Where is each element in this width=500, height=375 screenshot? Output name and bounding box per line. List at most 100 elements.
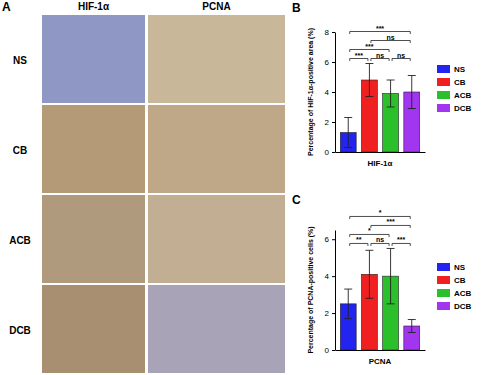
y-tick: 0 xyxy=(325,346,335,355)
y-tick-mark xyxy=(332,122,335,123)
y-tick-label: 0 xyxy=(325,346,330,355)
chart-panel: C 0 2 4 6 PCNA Percentage of PCNA-positive cel… xyxy=(292,193,472,366)
y-tick-label: 2 xyxy=(325,118,330,127)
plot-area xyxy=(340,64,419,153)
panel-label: A xyxy=(2,0,11,14)
legend-label: NS xyxy=(454,263,466,272)
y-axis: 0 2 4 6 8 xyxy=(325,28,336,157)
figure: AHIF-1αPCNANSCBACBDCBB02468HIF-1αPercent… xyxy=(0,0,500,375)
legend-label: CB xyxy=(454,78,466,87)
significance-bracket xyxy=(371,41,410,44)
error-bar xyxy=(387,248,395,303)
micrograph xyxy=(148,285,285,373)
significance-label: ns xyxy=(376,52,384,59)
legend-swatch xyxy=(437,65,450,73)
y-tick-mark xyxy=(332,350,335,351)
legend-label: DCB xyxy=(454,104,472,113)
column-header: PCNA xyxy=(202,1,230,12)
legend-label: CB xyxy=(454,276,466,285)
significance-bracket xyxy=(392,59,410,62)
y-tick-mark xyxy=(332,276,335,277)
y-tick-mark xyxy=(332,32,335,33)
y-tick-mark xyxy=(332,92,335,93)
row-header: ACB xyxy=(9,235,31,246)
error-bar xyxy=(408,76,416,109)
legend-swatch xyxy=(437,263,450,271)
row-header: CB xyxy=(13,145,27,156)
significance-bracket xyxy=(350,50,389,53)
y-axis-title: Percentage of PCNA-positive cells (%) xyxy=(307,226,315,353)
legend-label: NS xyxy=(454,65,466,74)
legend-label: ACB xyxy=(454,91,472,100)
row-header: DCB xyxy=(9,325,31,336)
significance-bracket xyxy=(350,59,368,62)
micrograph xyxy=(42,285,145,373)
y-tick: 2 xyxy=(325,118,335,127)
panel-label: C xyxy=(292,193,301,207)
legend-label: DCB xyxy=(454,302,472,311)
x-axis xyxy=(336,152,426,153)
y-tick-label: 2 xyxy=(325,309,330,318)
plot-area xyxy=(340,248,419,350)
x-axis-title: PCNA xyxy=(369,357,392,366)
error-bar xyxy=(365,64,373,97)
x-axis-line xyxy=(336,350,426,351)
panel-a: AHIF-1αPCNANSCBACBDCB xyxy=(2,0,285,373)
y-tick-label: 4 xyxy=(325,88,330,97)
y-axis-line xyxy=(335,33,336,153)
x-axis-title: HIF-1α xyxy=(368,159,393,168)
panel-label: B xyxy=(292,1,301,15)
significance-bracket xyxy=(371,225,410,228)
significance-bracket xyxy=(350,243,368,246)
y-tick-label: 6 xyxy=(325,58,330,67)
significance-label: ns xyxy=(397,52,405,59)
y-tick: 2 xyxy=(325,309,335,318)
significance-label: ** xyxy=(356,236,362,243)
row-header: NS xyxy=(13,55,27,66)
significance-bracket xyxy=(392,243,410,246)
significance-label: *** xyxy=(355,52,363,59)
micrograph xyxy=(42,105,145,193)
y-tick-label: 0 xyxy=(325,148,330,157)
micrograph xyxy=(148,105,285,193)
legend-swatch xyxy=(437,91,450,99)
y-tick-mark xyxy=(332,62,335,63)
y-tick: 6 xyxy=(325,58,335,67)
y-axis-title: Percentage of HIF-1α-positive area (%) xyxy=(307,28,315,156)
y-tick-label: 6 xyxy=(325,235,330,244)
significance-bracket xyxy=(350,216,411,219)
y-tick-label: 4 xyxy=(325,272,330,281)
y-tick-mark xyxy=(332,313,335,314)
legend-swatch xyxy=(437,302,450,310)
micrograph xyxy=(42,195,145,283)
significance: ***nsns***ns*** xyxy=(350,25,411,62)
significance-bracket xyxy=(371,59,389,62)
error-bar xyxy=(365,250,373,298)
micrograph xyxy=(42,15,145,103)
error-bar xyxy=(408,320,416,333)
significance-label: ns xyxy=(387,34,395,41)
error-bar xyxy=(344,289,352,319)
significance-bracket xyxy=(371,243,389,246)
y-axis-line xyxy=(335,231,336,351)
y-tick: 4 xyxy=(325,272,335,281)
y-tick: 0 xyxy=(325,148,335,157)
legend-label: ACB xyxy=(454,289,472,298)
significance-label: * xyxy=(379,209,382,216)
x-axis xyxy=(336,350,426,351)
error-bar xyxy=(387,80,395,107)
significance-label: *** xyxy=(365,43,373,50)
legend-swatch xyxy=(437,104,450,112)
y-tick: 4 xyxy=(325,88,335,97)
significance-bracket xyxy=(350,234,389,237)
legend-swatch xyxy=(437,289,450,297)
significance-label: *** xyxy=(376,25,384,32)
x-axis-line xyxy=(336,152,426,153)
significance-bracket xyxy=(350,32,411,35)
y-tick-label: 8 xyxy=(325,28,330,37)
legend: NS CB ACB DCB xyxy=(437,65,472,113)
y-tick: 6 xyxy=(325,235,335,244)
chart-panel: B 0 2 4 6 8 HIF-1α Percentage of HIF-1α-positiv… xyxy=(292,1,472,168)
significance-label: *** xyxy=(386,218,394,225)
significance-label: * xyxy=(368,227,371,234)
